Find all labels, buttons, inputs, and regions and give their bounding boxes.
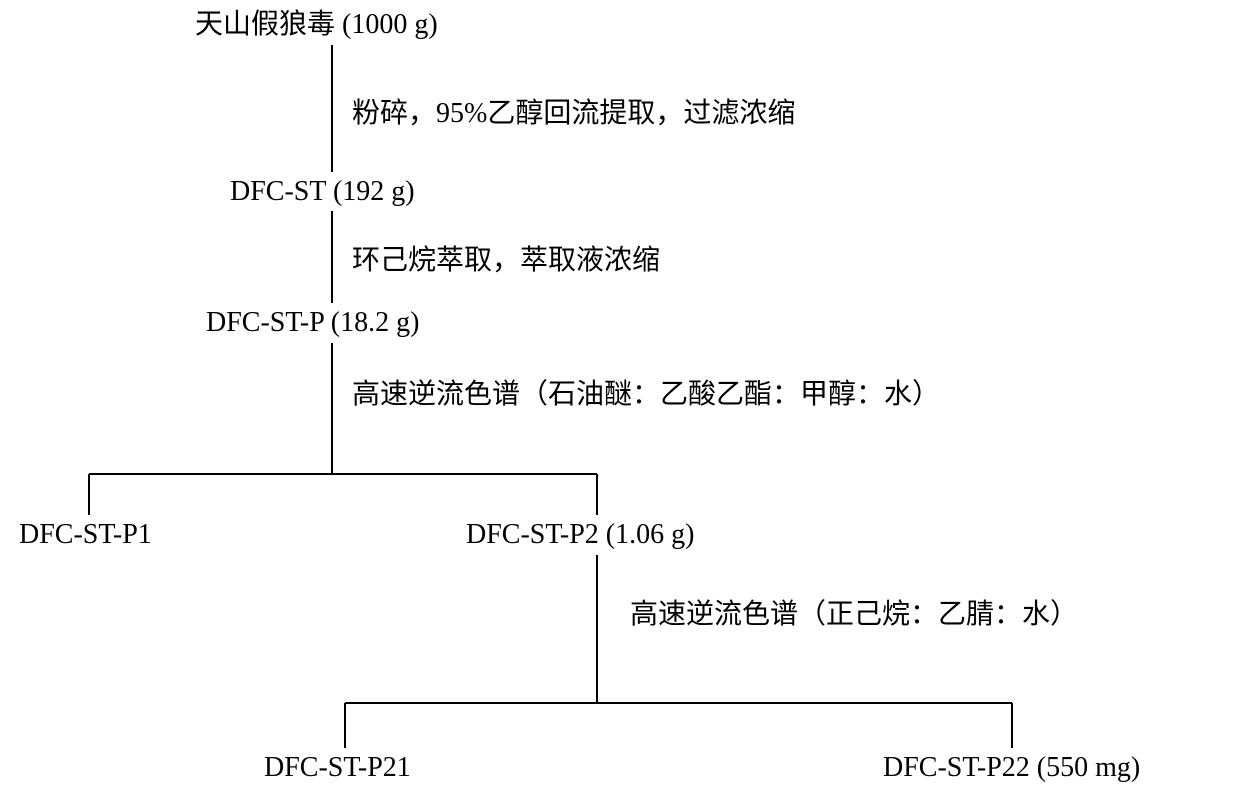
- edge-label-step3: 高速逆流色谱（石油醚：乙酸乙酯：甲醇：水）: [352, 378, 940, 412]
- node-root: 天山假狼毒 (1000 g): [195, 8, 438, 42]
- node-dfc-st: DFC-ST (192 g): [230, 175, 415, 209]
- edge-label-step1: 粉碎，95%乙醇回流提取，过滤浓缩: [352, 97, 795, 131]
- node-dfc-st-p2: DFC-ST-P2 (1.06 g): [466, 518, 694, 552]
- node-dfc-st-p1: DFC-ST-P1: [19, 518, 152, 552]
- node-dfc-st-p: DFC-ST-P (18.2 g): [206, 306, 419, 340]
- edge-label-step2: 环己烷萃取，萃取液浓缩: [352, 244, 660, 278]
- edge-label-step4: 高速逆流色谱（正己烷：乙腈：水）: [630, 598, 1078, 632]
- node-dfc-st-p22: DFC-ST-P22 (550 mg): [883, 751, 1140, 785]
- node-dfc-st-p21: DFC-ST-P21: [264, 751, 411, 785]
